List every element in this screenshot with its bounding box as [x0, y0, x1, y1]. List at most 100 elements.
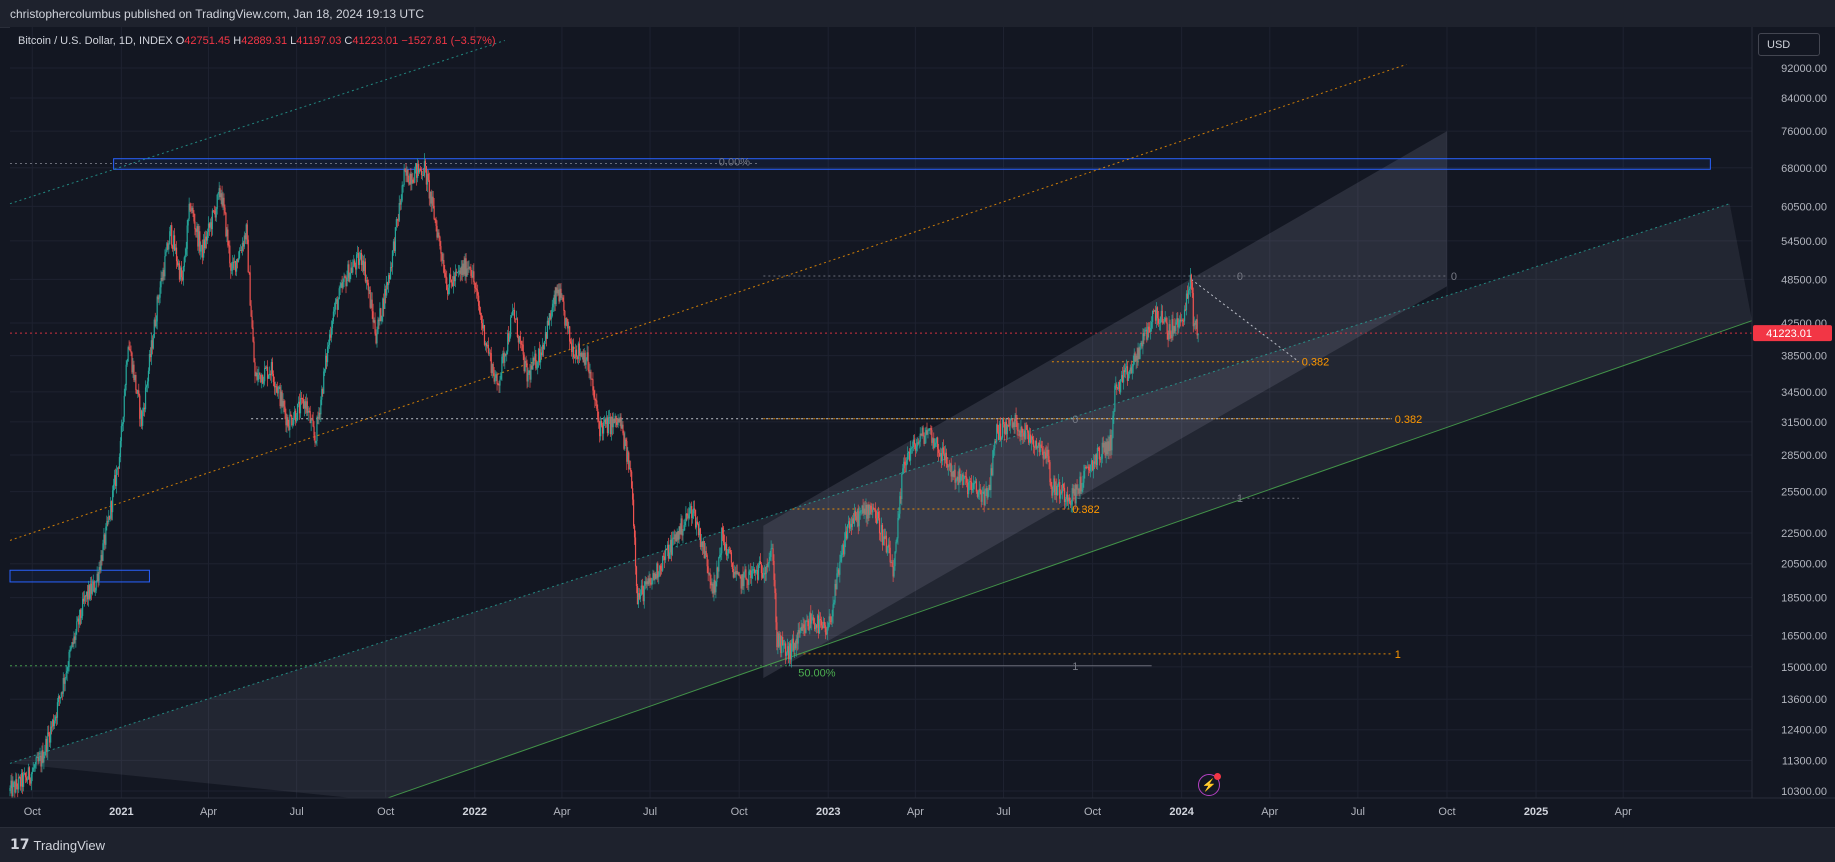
- candle-body: [660, 565, 662, 570]
- candle: [193, 210, 195, 224]
- candle-body: [45, 738, 47, 752]
- candle: [82, 592, 84, 620]
- candle: [143, 403, 146, 417]
- candle: [988, 484, 990, 497]
- candle-body: [578, 343, 580, 356]
- candle: [206, 228, 209, 245]
- price-tick-label: 28500.00: [1781, 450, 1827, 462]
- candle: [381, 315, 383, 325]
- price-tick-label: 38500.00: [1781, 351, 1827, 363]
- candle: [560, 282, 562, 301]
- candle: [671, 531, 673, 557]
- candle: [822, 616, 824, 629]
- candle: [242, 240, 244, 252]
- candle-body: [139, 395, 141, 419]
- candle-body: [221, 193, 223, 206]
- candle: [489, 349, 491, 362]
- candle: [434, 217, 436, 224]
- candle: [222, 191, 224, 211]
- candle: [994, 438, 996, 456]
- candle: [33, 764, 35, 773]
- candle-body: [588, 369, 590, 374]
- candle: [234, 254, 236, 271]
- candle-body: [544, 332, 547, 341]
- candle-body: [1178, 322, 1180, 328]
- candle-body: [197, 226, 199, 247]
- candle: [397, 213, 399, 227]
- candle-body: [176, 261, 179, 266]
- candle: [362, 255, 365, 275]
- candle-body: [925, 430, 927, 436]
- trend-line-0: [9, 63, 1407, 541]
- candle-body: [651, 578, 653, 585]
- candle-body: [769, 556, 771, 560]
- flash-icon[interactable]: ⚡: [1198, 773, 1221, 796]
- candle-body: [204, 239, 206, 248]
- candle-body: [247, 239, 249, 273]
- candle: [513, 302, 516, 323]
- candle-body: [1151, 321, 1153, 328]
- candle-body: [750, 570, 752, 579]
- candle-body: [242, 242, 244, 247]
- candle-body: [648, 578, 650, 585]
- candle-body: [915, 446, 917, 451]
- candle-body: [956, 476, 958, 480]
- candle: [406, 166, 408, 183]
- candle-body: [729, 550, 732, 553]
- candle: [830, 616, 832, 625]
- time-tick-label: Oct: [24, 806, 41, 818]
- candle-body: [297, 401, 300, 404]
- candle: [606, 415, 609, 437]
- candle-body: [254, 362, 256, 377]
- candle: [124, 383, 126, 397]
- candle: [352, 259, 354, 275]
- candle-body: [759, 561, 762, 565]
- candle-body: [605, 417, 608, 424]
- candle-body: [731, 562, 733, 569]
- candle-body: [282, 400, 284, 407]
- candle: [701, 541, 703, 555]
- candle-body: [108, 515, 110, 523]
- candle-body: [928, 428, 930, 431]
- tradingview-logo[interactable]: 17 TradingView: [10, 837, 105, 853]
- candle: [810, 605, 812, 629]
- candle-body: [1152, 310, 1155, 312]
- candle-body: [534, 353, 536, 361]
- candle-body: [558, 289, 560, 302]
- candle: [1106, 438, 1108, 456]
- candle: [595, 398, 597, 407]
- candle-body: [825, 632, 827, 635]
- candle: [359, 250, 362, 261]
- candle-body: [1009, 419, 1011, 426]
- candle-body: [546, 320, 549, 339]
- candle-body: [201, 244, 203, 250]
- candle-body: [405, 170, 407, 176]
- candle: [575, 345, 578, 360]
- fib-label-9: 1: [1395, 649, 1401, 661]
- candle-body: [1057, 485, 1059, 496]
- candle-body: [1011, 419, 1013, 428]
- candle: [504, 351, 506, 370]
- candle: [716, 560, 718, 587]
- candle: [591, 378, 593, 380]
- candle: [593, 386, 595, 400]
- currency-button[interactable]: USD: [1758, 33, 1820, 56]
- candle: [283, 399, 285, 413]
- candle-body: [62, 678, 64, 694]
- candle-body: [554, 294, 556, 305]
- candle: [620, 413, 622, 432]
- candle: [1165, 316, 1167, 324]
- candle: [1094, 453, 1097, 468]
- candle-body: [789, 643, 792, 660]
- price-chart[interactable]: 0.00%50.00%0 00.3820.38200.38211192000.00…: [0, 27, 1835, 827]
- candle: [111, 500, 113, 521]
- candle: [755, 569, 757, 581]
- candle: [944, 445, 946, 464]
- candle-body: [47, 732, 49, 752]
- candle-body: [939, 453, 942, 457]
- candle-body: [532, 357, 534, 370]
- candle-body: [529, 370, 531, 380]
- candle-body: [724, 543, 727, 550]
- candle: [1176, 312, 1178, 325]
- candle: [130, 345, 132, 357]
